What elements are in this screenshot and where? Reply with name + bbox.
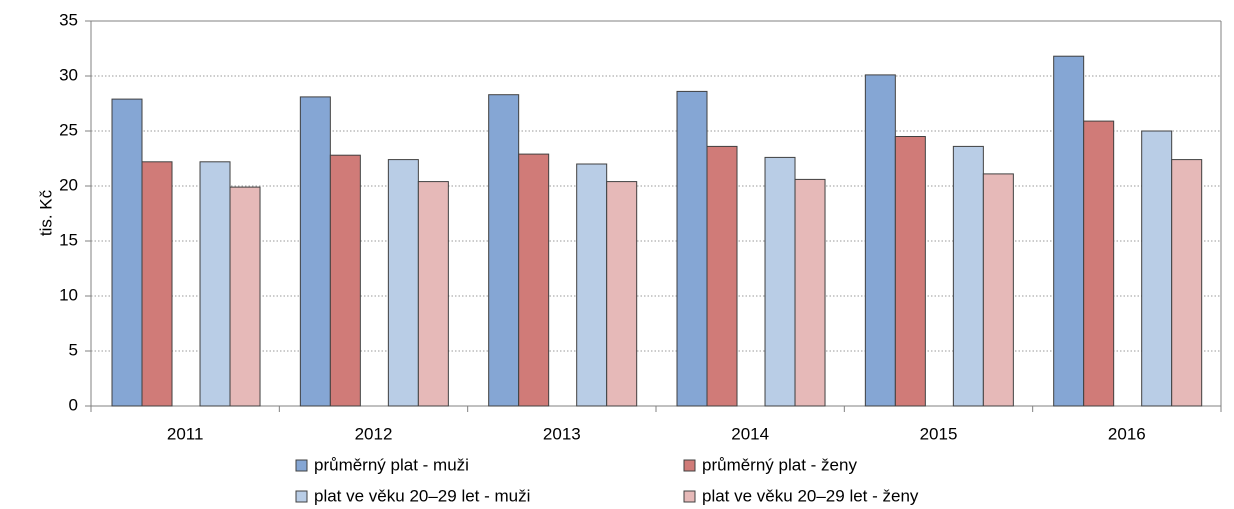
x-tick-label: 2014 [731,424,769,443]
y-tick-label: 25 [59,120,78,139]
bar [576,163,608,407]
y-axis-label: tis. Kč [36,189,55,236]
y-tick-label: 0 [69,395,78,414]
bar [1171,159,1203,407]
y-tick-label: 30 [59,65,78,84]
bar [982,173,1014,407]
legend-label: plat ve věku 20–29 let - ženy [702,486,919,505]
bar [417,181,449,407]
y-tick-label: 15 [59,230,78,249]
bar [764,156,796,407]
bar [1053,55,1085,407]
y-tick-label: 5 [69,340,78,359]
bar [141,161,173,407]
bar [894,136,926,407]
legend-label: průměrný plat - ženy [702,455,857,474]
y-tick-label: 10 [59,285,78,304]
legend-label: průměrný plat - muži [314,455,469,474]
bar [606,181,638,407]
bar [299,96,331,407]
legend-marker [683,459,696,472]
bar [706,145,738,407]
y-tick-label: 35 [59,10,78,29]
y-tick-label: 20 [59,175,78,194]
bar [329,154,361,407]
legend-label: plat ve věku 20–29 let - muži [314,486,530,505]
bar [864,74,896,407]
bar [111,98,143,407]
legend-marker [295,459,308,472]
legend-marker [683,490,696,503]
bar [488,94,520,407]
x-tick-label: 2012 [355,424,393,443]
bar [1141,130,1173,407]
x-tick-label: 2013 [543,424,581,443]
bar [387,159,419,407]
bar [794,178,826,407]
bar [1083,120,1115,407]
bar [229,186,261,407]
bar [518,153,550,407]
legend-marker [295,490,308,503]
bar [676,90,708,407]
x-tick-label: 2016 [1108,424,1146,443]
bar [199,161,231,407]
x-tick-label: 2015 [920,424,958,443]
bar [952,145,984,407]
x-tick-label: 2011 [167,424,204,443]
